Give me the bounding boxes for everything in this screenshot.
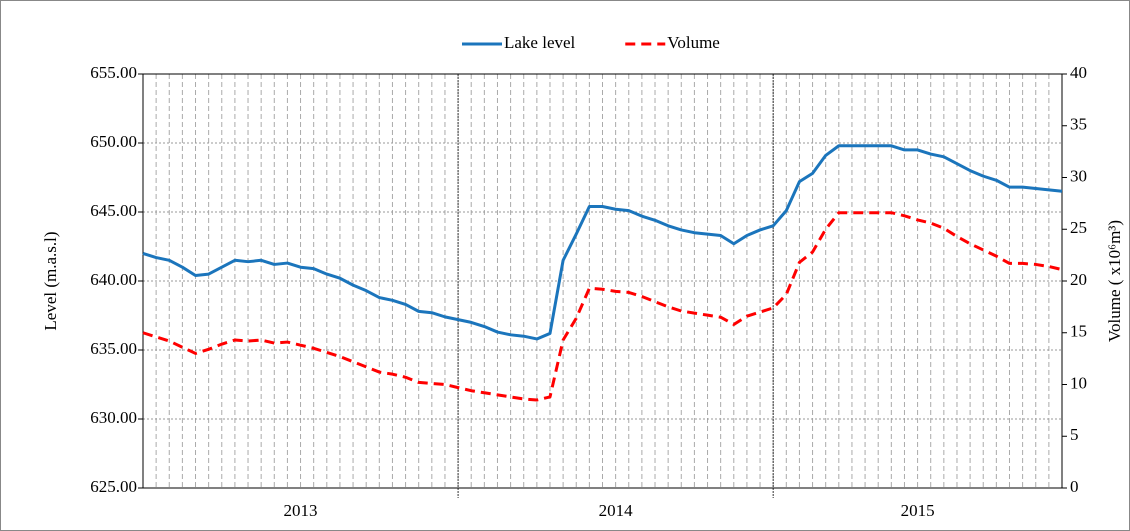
y2-tick-label: 10: [1070, 373, 1087, 392]
y-tick-label: 645.00: [90, 201, 137, 220]
y2-tick-label: 15: [1070, 322, 1087, 341]
legend-label: Lake level: [504, 33, 576, 52]
y2-tick-label: 0: [1070, 477, 1079, 496]
y-tick-label: 635.00: [90, 339, 137, 358]
y2-tick-label: 25: [1070, 218, 1087, 237]
x-group-label: 2015: [901, 501, 935, 520]
y-tick-label: 640.00: [90, 270, 137, 289]
y2-tick-label: 5: [1070, 425, 1079, 444]
y2-tick-label: 35: [1070, 115, 1087, 134]
y-axis-label: Level (m.a.s.l): [41, 231, 60, 330]
y2-axis-label: Volume ( x10⁶m³): [1105, 220, 1124, 342]
legend-label: Volume: [667, 33, 720, 52]
x-group-label: 2014: [599, 501, 634, 520]
y2-tick-label: 40: [1070, 63, 1087, 82]
x-group-label: 2013: [284, 501, 318, 520]
y-tick-label: 630.00: [90, 408, 137, 427]
y-tick-label: 625.00: [90, 477, 137, 496]
series-line: [142, 144, 1063, 341]
plot-frame: [142, 73, 1063, 489]
y2-tick-label: 20: [1070, 270, 1087, 289]
y-tick-label: 655.00: [90, 63, 137, 82]
y-tick-label: 650.00: [90, 132, 137, 151]
y2-tick-label: 30: [1070, 166, 1087, 185]
series-line: [142, 211, 1063, 402]
